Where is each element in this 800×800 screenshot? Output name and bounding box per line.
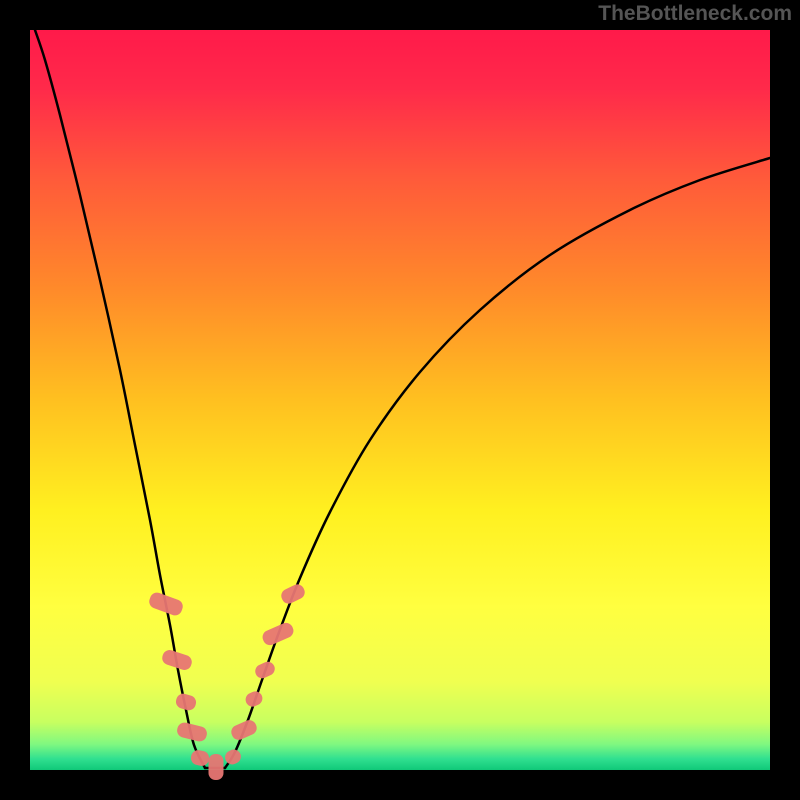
bottleneck-chart: TheBottleneck.com	[0, 0, 800, 800]
watermark-text: TheBottleneck.com	[598, 2, 792, 26]
marker-5	[209, 754, 224, 780]
chart-svg	[0, 0, 800, 800]
